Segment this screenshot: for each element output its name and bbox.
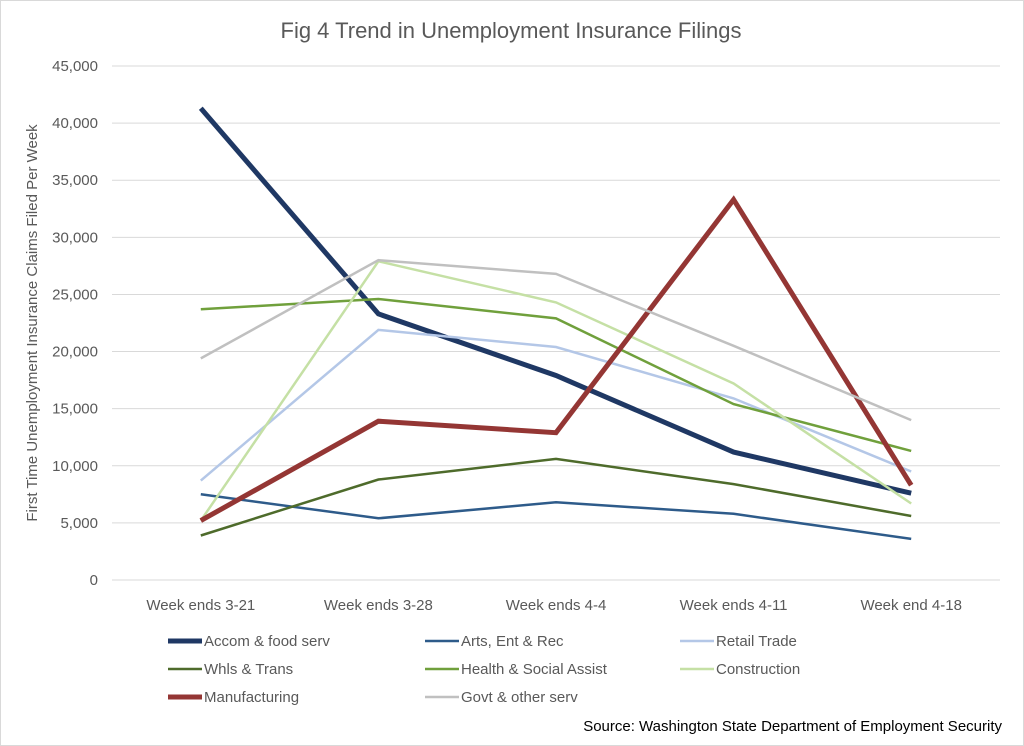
legend-label: Manufacturing: [204, 689, 299, 706]
y-axis-title: First Time Unemployment Insurance Claims…: [24, 124, 41, 522]
chart-title: Fig 4 Trend in Unemployment Insurance Fi…: [281, 18, 742, 43]
series-line: [200, 297, 912, 453]
series-line: [199, 259, 912, 522]
y-axis-ticks: 0 5,000 10,000 15,000 20,000 25,000 30,000 35,0…: [52, 58, 98, 589]
y-tick-label: 45,000: [52, 58, 98, 75]
source-note: Source: Washington State Department of E…: [583, 718, 1002, 735]
y-tick-label: 0: [90, 572, 98, 589]
legend-label: Health & Social Assist: [461, 661, 608, 678]
x-axis-ticks: Week ends 3-21 Week ends 3-28 Week ends 4-…: [146, 597, 962, 614]
series-line: [198, 106, 912, 496]
legend-label: Accom & food serv: [204, 633, 330, 650]
y-tick-label: 20,000: [52, 344, 98, 361]
x-tick-label: Week ends 3-21: [146, 597, 255, 614]
gridlines: [112, 65, 1000, 581]
series-line: [200, 457, 912, 537]
x-tick-label: Week ends 3-28: [324, 597, 433, 614]
y-tick-label: 5,000: [60, 515, 98, 532]
legend-label: Govt & other serv: [461, 689, 578, 706]
legend-label: Whls & Trans: [204, 661, 293, 678]
y-tick-label: 30,000: [52, 229, 98, 246]
y-tick-label: 25,000: [52, 286, 98, 303]
series-lines: [198, 106, 914, 541]
legend-label: Arts, Ent & Rec: [461, 633, 564, 650]
x-tick-label: Week ends 4-4: [506, 597, 607, 614]
y-tick-label: 40,000: [52, 115, 98, 132]
legend-label: Construction: [716, 661, 800, 678]
x-tick-label: Week end 4-18: [860, 597, 961, 614]
legend: Accom & food serv Arts, Ent & Rec Retail T…: [168, 633, 800, 706]
series-line: [200, 493, 912, 541]
series-line: [200, 258, 912, 422]
y-tick-label: 15,000: [52, 401, 98, 418]
legend-label: Retail Trade: [716, 633, 797, 650]
y-tick-label: 10,000: [52, 458, 98, 475]
x-tick-label: Week ends 4-11: [680, 597, 788, 614]
y-tick-label: 35,000: [52, 172, 98, 189]
series-line: [199, 195, 914, 523]
